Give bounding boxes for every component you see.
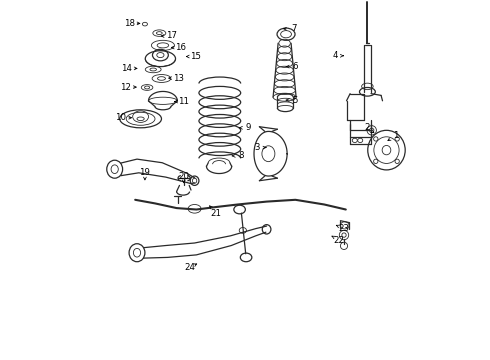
Text: 8: 8 — [238, 152, 244, 161]
Text: 16: 16 — [175, 43, 186, 52]
Text: 3: 3 — [255, 143, 260, 152]
Text: 20: 20 — [178, 172, 189, 181]
Text: 14: 14 — [122, 64, 132, 73]
Text: 23: 23 — [339, 224, 349, 233]
Text: 6: 6 — [292, 62, 297, 71]
Text: 10: 10 — [115, 113, 126, 122]
Text: 19: 19 — [140, 168, 150, 177]
Text: 15: 15 — [190, 52, 201, 61]
Text: 7: 7 — [291, 24, 296, 33]
Text: 22: 22 — [334, 235, 345, 245]
Text: 11: 11 — [177, 97, 189, 106]
Text: 1: 1 — [393, 130, 399, 139]
Text: 18: 18 — [123, 19, 135, 28]
Text: 4: 4 — [332, 51, 338, 60]
Text: 13: 13 — [173, 74, 184, 83]
Text: 2: 2 — [364, 123, 369, 132]
Text: 21: 21 — [211, 209, 221, 217]
Text: 12: 12 — [120, 83, 131, 91]
Text: 9: 9 — [246, 123, 251, 132]
Text: 5: 5 — [292, 95, 297, 104]
Text: 17: 17 — [166, 31, 177, 40]
Text: 24: 24 — [185, 263, 196, 271]
